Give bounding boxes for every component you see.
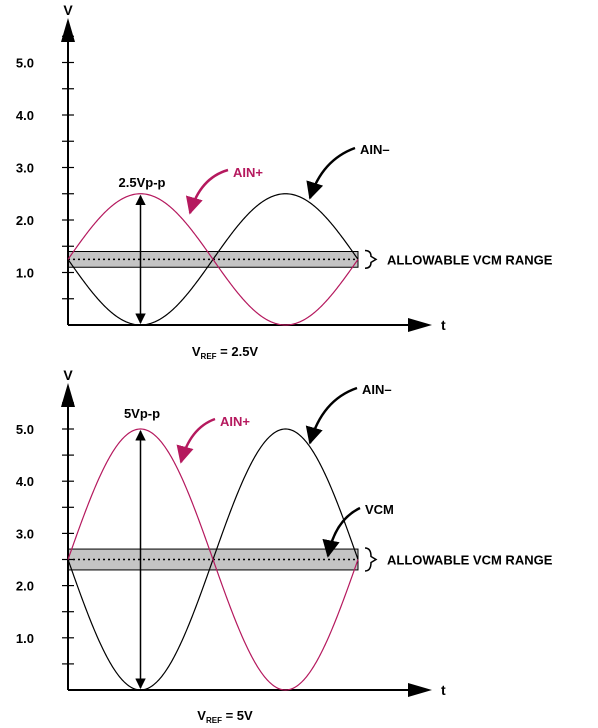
ain-plus-label: AIN+	[220, 414, 250, 429]
vref-subscript: REF	[206, 716, 222, 725]
vcm-range-brace	[364, 249, 378, 269]
vcm-range-brace	[364, 547, 378, 572]
x-axis-label: t	[441, 317, 446, 333]
y-tick-labels: 1.0 2.0 3.0 4.0 5.0	[16, 56, 34, 281]
y-axis: V 1.0 2.0 3.0 4.0 5.0	[16, 2, 75, 325]
y-tick-label: 4.0	[16, 474, 34, 489]
y-axis-arrowhead	[61, 383, 75, 407]
y-tick-label: 3.0	[16, 161, 34, 176]
y-tick-label: 1.0	[16, 266, 34, 281]
amplitude-label: 5Vp-p	[124, 406, 160, 421]
x-axis-label: t	[441, 682, 446, 698]
x-axis-arrowhead	[408, 318, 432, 332]
vref-label: VREF = 2.5V	[192, 344, 259, 361]
series-ain-plus-line	[67, 193, 359, 326]
vcm-range-label: ALLOWABLE VCM RANGE	[387, 553, 553, 568]
y-tick-label: 3.0	[16, 526, 34, 541]
x-axis: t	[68, 317, 446, 333]
y-tick-labels: 1.0 2.0 3.0 4.0 5.0	[16, 422, 34, 646]
vref-label: VREF = 5V	[197, 708, 253, 725]
vref-value: = 2.5V	[217, 344, 259, 359]
y-axis-label: V	[63, 367, 73, 383]
y-tick-label: 5.0	[16, 422, 34, 437]
vcm-pointer	[322, 506, 361, 558]
vref-subscript: REF	[201, 352, 217, 361]
ain-plus-label: AIN+	[233, 165, 263, 180]
y-tick-label: 2.0	[16, 213, 34, 228]
chart-vref-2p5: V 1.0 2.0 3.0 4.0 5.0 t 2.5Vp-p AIN+ AIN…	[16, 2, 553, 361]
y-ticks	[62, 35, 74, 300]
amplitude-label: 2.5Vp-p	[119, 175, 166, 190]
y-tick-label: 5.0	[16, 56, 34, 71]
vcm-label: VCM	[365, 502, 394, 517]
ain-minus-pointer	[305, 386, 358, 445]
vref-main: V	[197, 708, 206, 723]
ain-plus-pointer	[176, 417, 216, 464]
y-axis: V 1.0 2.0 3.0 4.0 5.0	[16, 367, 75, 690]
vref-main: V	[192, 344, 201, 359]
x-axis: t	[68, 682, 446, 698]
series-ain-plus-line	[67, 428, 359, 691]
y-tick-label: 1.0	[16, 631, 34, 646]
y-axis-label: V	[63, 2, 73, 18]
y-ticks	[62, 402, 74, 665]
vref-value: = 5V	[222, 708, 253, 723]
vcm-range-label: ALLOWABLE VCM RANGE	[387, 252, 553, 267]
ain-minus-label: AIN–	[362, 382, 392, 397]
ain-plus-pointer	[185, 168, 229, 215]
y-tick-label: 2.0	[16, 579, 34, 594]
y-tick-label: 4.0	[16, 108, 34, 123]
ain-minus-label: AIN–	[360, 142, 390, 157]
ain-minus-pointer	[306, 146, 356, 200]
y-axis-arrowhead	[61, 18, 75, 42]
chart-vref-5: V 1.0 2.0 3.0 4.0 5.0 t 5Vp-p AIN+ AIN– …	[16, 367, 553, 725]
x-axis-arrowhead	[408, 683, 432, 697]
